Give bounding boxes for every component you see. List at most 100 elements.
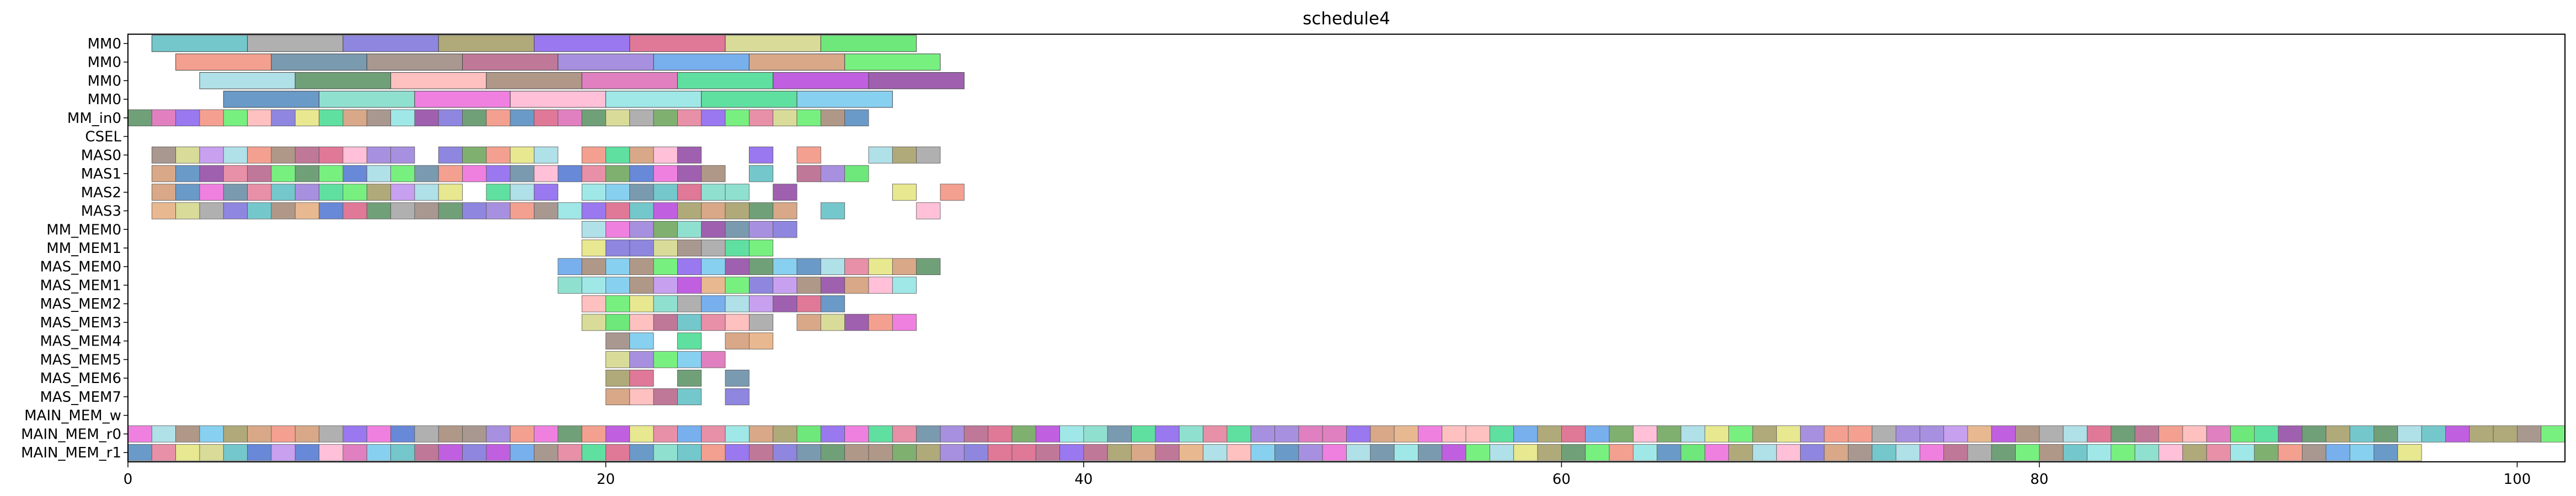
task-cell — [892, 184, 917, 201]
task-cell — [2111, 444, 2135, 461]
task-bar — [725, 35, 821, 52]
task-cell — [462, 147, 487, 164]
task-cell — [1227, 425, 1251, 443]
task-bar — [534, 35, 630, 52]
task-cell — [844, 258, 869, 275]
task-cell — [1680, 425, 1705, 443]
task-cell — [2374, 425, 2398, 443]
task-bar — [462, 53, 559, 71]
y-tick-label: MAS2 — [81, 185, 121, 201]
task-cell — [844, 314, 869, 331]
task-cell — [1657, 444, 1681, 461]
task-cell — [558, 277, 582, 294]
task-cell — [868, 425, 893, 443]
x-tick-label: 20 — [597, 471, 615, 488]
task-cell — [1991, 425, 2016, 443]
task-cell — [2445, 425, 2470, 443]
task-cell — [1155, 444, 1180, 461]
task-bar — [438, 35, 534, 52]
task-cell — [486, 425, 511, 443]
task-cell — [127, 444, 152, 461]
task-cell — [558, 109, 582, 127]
task-cell — [1776, 444, 1801, 461]
task-cell — [1537, 444, 1562, 461]
x-tick-label: 0 — [124, 471, 133, 488]
task-cell — [2541, 425, 2566, 443]
task-cell — [1872, 425, 1897, 443]
task-cell — [2302, 425, 2327, 443]
task-cell — [390, 165, 415, 182]
task-cell — [2015, 444, 2040, 461]
task-cell — [677, 239, 702, 257]
task-cell — [2182, 425, 2207, 443]
task-cell — [390, 425, 415, 443]
task-cell — [606, 109, 630, 127]
task-cell — [749, 202, 774, 219]
task-cell — [868, 258, 893, 275]
task-cell — [2421, 425, 2446, 443]
task-cell — [2206, 444, 2231, 461]
task-cell — [1513, 444, 1538, 461]
task-cell — [1776, 425, 1801, 443]
task-cell — [581, 165, 606, 182]
task-cell — [127, 425, 152, 443]
task-cell — [677, 388, 702, 406]
task-cell — [534, 184, 559, 201]
task-cell — [199, 165, 224, 182]
task-bar — [677, 72, 774, 89]
task-cell — [581, 202, 606, 219]
task-bar — [486, 72, 582, 89]
task-cell — [175, 109, 200, 127]
task-cell — [486, 184, 511, 201]
task-cell — [581, 221, 606, 238]
task-cell — [653, 351, 678, 368]
task-cell — [342, 184, 367, 201]
task-cell — [486, 202, 511, 219]
task-cell — [151, 109, 176, 127]
task-cell — [1919, 444, 1944, 461]
task-cell — [677, 369, 702, 387]
task-cell — [342, 147, 367, 164]
task-cell — [701, 444, 726, 461]
task-cell — [1704, 425, 1729, 443]
task-cell — [271, 444, 296, 461]
task-cell — [677, 425, 702, 443]
task-cell — [294, 202, 319, 219]
task-cell — [1632, 444, 1658, 461]
task-cell — [677, 444, 702, 461]
y-tick-label: MAIN_MEM_w — [24, 408, 121, 424]
y-tick-label: MAS1 — [81, 166, 121, 182]
task-cell — [1847, 425, 1873, 443]
task-bar — [199, 72, 296, 89]
task-cell — [1394, 425, 1418, 443]
task-cell — [199, 147, 224, 164]
task-cell — [199, 109, 224, 127]
task-cell — [271, 165, 296, 182]
task-cell — [151, 444, 176, 461]
task-cell — [534, 444, 559, 461]
task-cell — [2159, 425, 2183, 443]
task-cell — [1895, 425, 1920, 443]
task-cell — [677, 221, 702, 238]
task-cell — [342, 109, 367, 127]
task-cell — [725, 314, 749, 331]
task-cell — [247, 184, 272, 201]
task-cell — [1059, 444, 1084, 461]
task-cell — [510, 425, 534, 443]
task-cell — [462, 444, 487, 461]
task-cell — [223, 202, 248, 219]
task-cell — [701, 295, 726, 312]
task-cell — [390, 109, 415, 127]
task-cell — [725, 258, 749, 275]
y-tick-label: MAS_MEM7 — [40, 389, 121, 406]
task-cell — [342, 202, 367, 219]
task-cell — [366, 202, 391, 219]
task-cell — [247, 444, 272, 461]
task-bar — [820, 35, 917, 52]
task-bar — [175, 53, 272, 71]
task-cell — [199, 184, 224, 201]
task-bar — [294, 72, 392, 89]
task-cell — [844, 425, 869, 443]
y-tick-label: MAS_MEM5 — [40, 352, 121, 368]
task-cell — [271, 425, 296, 443]
